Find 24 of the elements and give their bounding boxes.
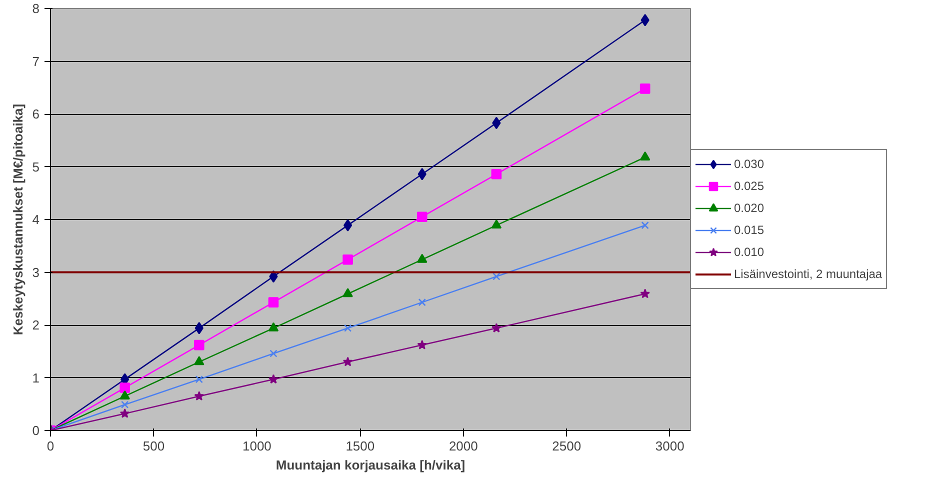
x-tick-label: 500: [142, 438, 165, 454]
y-tick-label: 0: [32, 423, 40, 438]
x-axis-title: Muuntajan korjausaika [h/vika]: [276, 458, 466, 472]
y-tick-label: 7: [32, 54, 40, 69]
y-tick-label: 3: [32, 264, 40, 280]
x-tick-label: 2500: [552, 438, 582, 454]
x-tick-label: 1500: [346, 438, 375, 454]
legend-label: 0.010: [734, 244, 764, 260]
x-tick-label: 2000: [448, 438, 478, 454]
legend-label: 0.015: [734, 222, 764, 238]
x-tick-label: 0: [46, 438, 54, 454]
x-tick-label: 3000: [655, 438, 684, 454]
y-tick-label: 6: [32, 106, 40, 122]
ref-line-label: Lisäinvestointi, 2 muuntajaa: [734, 266, 882, 282]
y-tick-label: 1: [32, 370, 40, 386]
x-tick-label: 1000: [242, 438, 272, 454]
legend-label: 0.025: [734, 178, 764, 194]
y-axis-title: Keskeytyskustannukset [M€/pitoaika]: [10, 104, 26, 336]
y-tick-label: 4: [32, 212, 40, 227]
legend-label: 0.030: [734, 156, 764, 172]
legend-label: 0.020: [734, 200, 764, 216]
y-tick-label: 8: [32, 1, 40, 16]
y-tick-label: 2: [32, 318, 40, 332]
y-tick-label: 5: [32, 159, 40, 174]
